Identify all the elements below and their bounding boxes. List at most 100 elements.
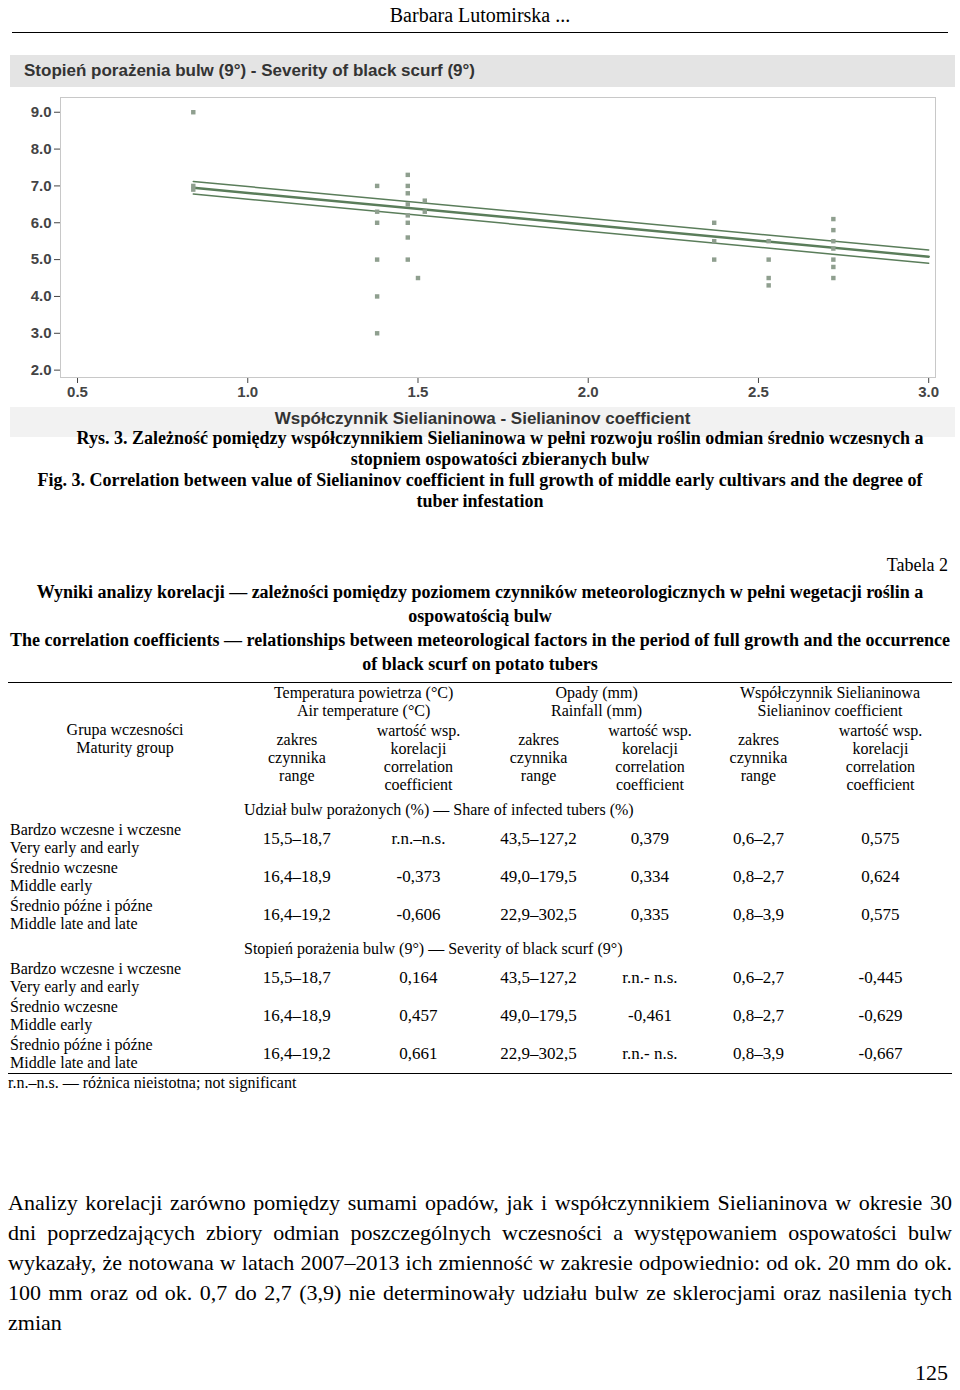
html-text:Opady (mm): Opady (mm): [555, 684, 638, 701]
html-text:0,6–2,7: 0,6–2,7: [733, 968, 784, 987]
html-text:r.n.–n.s.: r.n.–n.s.: [391, 829, 446, 848]
html-text:49,0–179,5: 49,0–179,5: [500, 867, 577, 886]
html-text:0,624: 0,624: [861, 867, 900, 886]
html-text:zakres: zakres: [276, 731, 318, 748]
html-text:Analizy korelacji zarówno pomi: Analizy korelacji zarówno pomiędzy sumam…: [8, 1190, 952, 1335]
html-text:wartość wsp.: wartość wsp.: [376, 722, 461, 739]
html-text:zakres: zakres: [738, 731, 779, 748]
svg-text:4.0: 4.0: [31, 287, 52, 304]
svg-text:2.0: 2.0: [31, 361, 52, 378]
html-text:range: range: [740, 767, 777, 784]
html-text:korelacji: korelacji: [622, 740, 678, 757]
html-text:-0,667: -0,667: [858, 1044, 903, 1063]
html-text:16,4–19,2: 16,4–19,2: [262, 1044, 331, 1063]
svg-text:1.0: 1.0: [237, 383, 258, 400]
html-text:0,6–2,7: 0,6–2,7: [733, 829, 784, 848]
html-text:czynnika: czynnika: [729, 749, 788, 766]
html-text:Middle late and late: Middle late and late: [10, 915, 138, 932]
html-text:Udział bulw porażonych (%) — S: Udział bulw porażonych (%) — Share of in…: [244, 801, 634, 818]
svg-text:3.0: 3.0: [31, 324, 52, 341]
html-text:coefficient: coefficient: [846, 776, 915, 793]
html-text:Very early and early: Very early and early: [10, 839, 140, 856]
html-text:-0,445: -0,445: [858, 968, 903, 987]
svg-text:1.5: 1.5: [408, 383, 429, 400]
html-text:range: range: [279, 767, 315, 784]
html-text:0,8–2,7: 0,8–2,7: [733, 1006, 784, 1025]
html-text:-0,606: -0,606: [396, 905, 441, 924]
html-text:Współczynnik Sielianinowa: Współczynnik Sielianinowa: [740, 684, 920, 701]
html-text:korelacji: korelacji: [852, 740, 909, 757]
html-text:Bardzo wczesne i wczesne: Bardzo wczesne i wczesne: [10, 960, 181, 977]
html-text:Middle early: Middle early: [10, 877, 93, 894]
svg-text:5.0: 5.0: [31, 250, 52, 267]
html-text:0,575: 0,575: [861, 829, 900, 848]
html-text:Średnio późne i późne: Średnio późne i późne: [10, 897, 153, 914]
html-text:125: 125: [915, 1360, 948, 1385]
svg-text:8.0: 8.0: [31, 140, 52, 157]
html-text:r.n.- n.s.: r.n.- n.s.: [622, 1044, 678, 1063]
html-text:Bardzo wczesne i wczesne: Bardzo wczesne i wczesne: [10, 821, 181, 838]
html-text:15,5–18,7: 15,5–18,7: [262, 829, 331, 848]
html-text:43,5–127,2: 43,5–127,2: [500, 968, 577, 987]
svg-text:2.0: 2.0: [578, 383, 599, 400]
html-text:16,4–18,9: 16,4–18,9: [262, 1006, 331, 1025]
html-text:0,457: 0,457: [399, 1006, 438, 1025]
html-text:wartość wsp.: wartość wsp.: [838, 722, 923, 739]
html-text:Wyniki analizy korelacji — zal: Wyniki analizy korelacji — zależności po…: [36, 582, 924, 626]
html-text:zakres: zakres: [518, 731, 559, 748]
html-text:wartość wsp.: wartość wsp.: [608, 722, 692, 739]
html-text:Stopień porażenia bulw (9°) -: Stopień porażenia bulw (9°) - Severity o…: [24, 61, 475, 80]
html-text:16,4–18,9: 16,4–18,9: [262, 867, 331, 886]
html-text:Współczynnik Sielianinowa - Si: Współczynnik Sielianinowa - Sielianinov …: [274, 409, 691, 428]
html-text:0,8–3,9: 0,8–3,9: [733, 1044, 784, 1063]
html-text:-0,461: -0,461: [628, 1006, 672, 1025]
html-text:Sielianinov coefficient: Sielianinov coefficient: [757, 702, 903, 719]
html-text:22,9–302,5: 22,9–302,5: [500, 1044, 577, 1063]
html-text:Tabela 2: Tabela 2: [886, 555, 948, 575]
html-text:-0,373: -0,373: [396, 867, 441, 886]
html-text:range: range: [520, 767, 557, 784]
html-text:correlation: correlation: [845, 758, 916, 775]
html-text:Średnio wczesne: Średnio wczesne: [10, 859, 118, 876]
html-text:Grupa wczesności: Grupa wczesności: [66, 721, 184, 738]
html-text:0,164: 0,164: [399, 968, 438, 987]
html-text:Stopień porażenia bulw (9°) —: Stopień porażenia bulw (9°) — Severity o…: [244, 940, 623, 957]
html-text:korelacji: korelacji: [390, 740, 447, 757]
html-text:coefficient: coefficient: [384, 776, 453, 793]
html-text:correlation: correlation: [615, 758, 685, 775]
html-text:0,661: 0,661: [399, 1044, 438, 1063]
html-text:-0,629: -0,629: [858, 1006, 903, 1025]
html-text:0,334: 0,334: [630, 867, 670, 886]
html-text:The correlation coefficients —: The correlation coefficients — relations…: [9, 630, 951, 674]
html-text:Rys. 3. Zależność pomiędzy wsp: Rys. 3. Zależność pomiędzy współczynniki…: [76, 428, 924, 469]
svg-text:7.0: 7.0: [31, 177, 52, 194]
html-text:r.n.- n.s.: r.n.- n.s.: [622, 968, 678, 987]
html-text:43,5–127,2: 43,5–127,2: [500, 829, 577, 848]
html-text:0,8–2,7: 0,8–2,7: [733, 867, 784, 886]
html-text:Air temperature (°C): Air temperature (°C): [296, 702, 431, 719]
svg-text:0.5: 0.5: [67, 383, 88, 400]
html-text:Barbara Lutomirska ...: Barbara Lutomirska ...: [389, 4, 571, 26]
svg-text:3.0: 3.0: [918, 383, 939, 400]
html-text:0,379: 0,379: [630, 829, 670, 848]
html-text:0,8–3,9: 0,8–3,9: [733, 905, 784, 924]
svg-text:2.5: 2.5: [748, 383, 769, 400]
html-text:0,575: 0,575: [861, 905, 900, 924]
html-text:Very early and early: Very early and early: [10, 978, 140, 995]
html-text:Średnio wczesne: Średnio wczesne: [10, 998, 118, 1015]
svg-text:9.0: 9.0: [31, 103, 52, 120]
html-text:0,335: 0,335: [630, 905, 670, 924]
html-text:15,5–18,7: 15,5–18,7: [262, 968, 331, 987]
html-text:czynnika: czynnika: [268, 749, 326, 766]
html-text:coefficient: coefficient: [615, 776, 684, 793]
html-text:16,4–19,2: 16,4–19,2: [262, 905, 331, 924]
html-text:49,0–179,5: 49,0–179,5: [500, 1006, 577, 1025]
html-text:22,9–302,5: 22,9–302,5: [500, 905, 577, 924]
html-text:Maturity group: Maturity group: [76, 739, 174, 756]
html-text:czynnika: czynnika: [509, 749, 568, 766]
html-text:Fig. 3. Correlation between va: Fig. 3. Correlation between value of Sie…: [37, 470, 923, 511]
svg-text:6.0: 6.0: [31, 214, 52, 231]
html-text:correlation: correlation: [383, 758, 454, 775]
html-text:Rainfall (mm): Rainfall (mm): [551, 702, 643, 719]
html-text:Temperatura powietrza (°C): Temperatura powietrza (°C): [273, 684, 454, 701]
